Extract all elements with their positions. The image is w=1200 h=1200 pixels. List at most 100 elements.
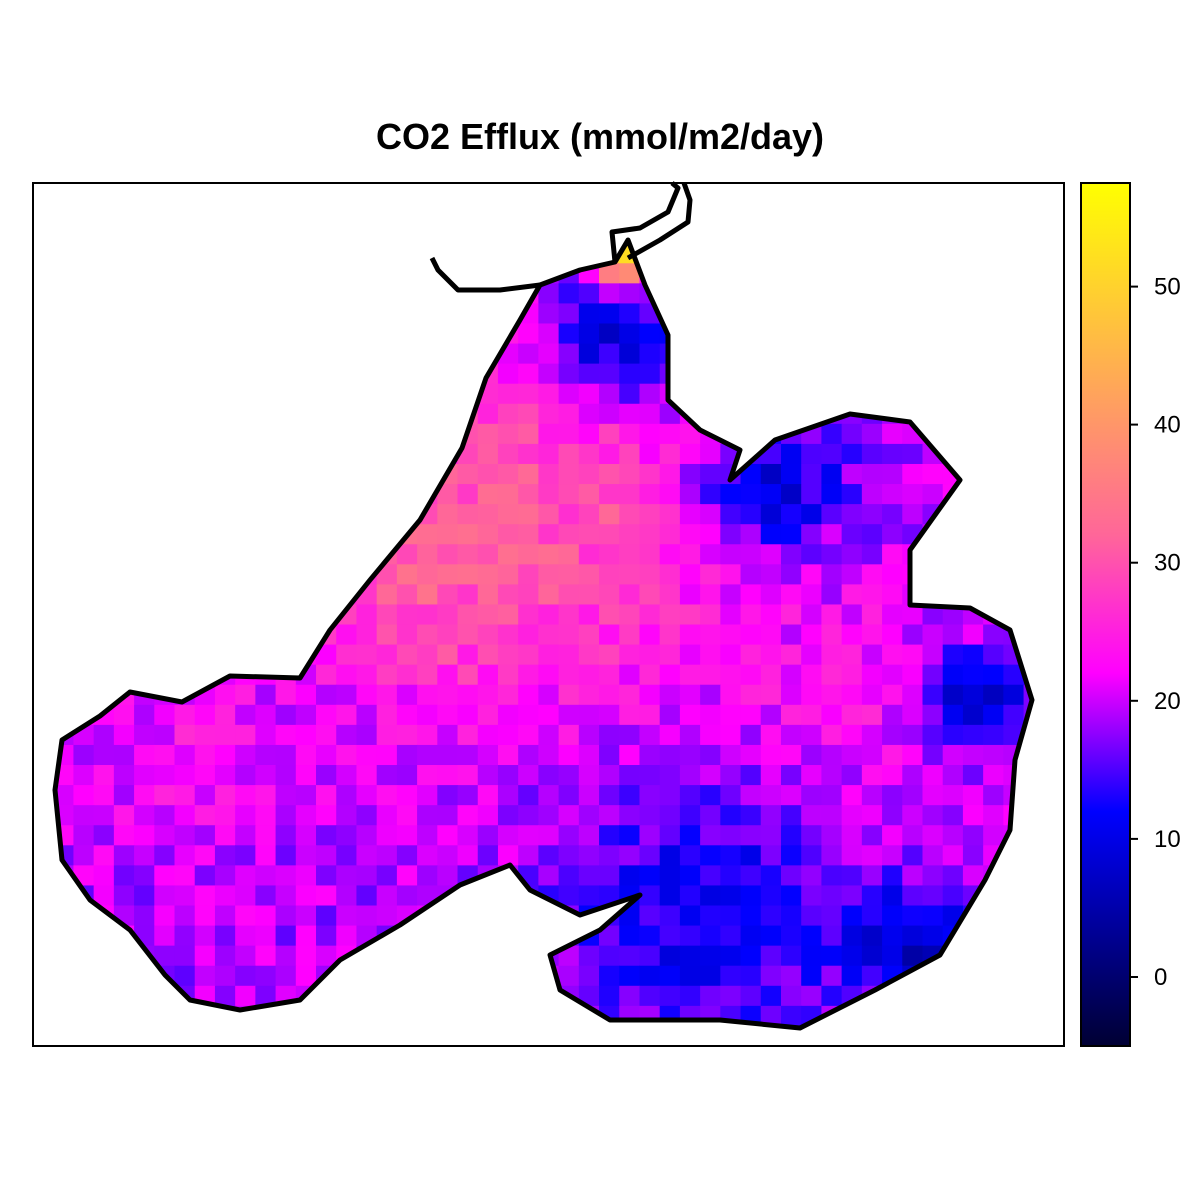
raster-cell <box>538 765 560 786</box>
raster-cell <box>73 965 95 987</box>
raster-cell <box>720 243 742 264</box>
raster-cell <box>33 865 54 886</box>
raster-cell <box>275 240 297 244</box>
raster-cell <box>700 604 721 626</box>
raster-cell <box>55 243 75 264</box>
raster-cell <box>316 1025 337 1028</box>
raster-cell <box>821 240 843 244</box>
raster-cell <box>1023 905 1032 927</box>
raster-cell <box>113 303 135 325</box>
raster-cell <box>477 724 499 746</box>
raster-cell <box>154 463 176 485</box>
raster-cell <box>538 484 560 505</box>
raster-cell <box>599 423 620 445</box>
raster-cell <box>154 865 176 887</box>
raster-cell <box>255 343 277 365</box>
raster-cell <box>316 985 337 1007</box>
raster-cell <box>376 744 398 766</box>
raster-cell <box>33 685 54 706</box>
raster-cell <box>477 323 499 345</box>
raster-cell <box>336 905 358 927</box>
raster-cell <box>1003 183 1024 204</box>
raster-cell <box>437 724 459 746</box>
raster-cell <box>437 1005 459 1027</box>
raster-cell <box>760 845 782 866</box>
raster-cell <box>821 524 843 545</box>
raster-cell <box>93 463 115 485</box>
raster-cell <box>902 463 924 485</box>
raster-cell <box>194 283 216 305</box>
raster-cell <box>1023 383 1032 405</box>
raster-cell <box>255 363 277 385</box>
raster-cell <box>1044 303 1065 324</box>
raster-cell <box>679 263 701 284</box>
raster-cell <box>761 183 782 204</box>
raster-cell <box>134 965 155 987</box>
raster-cell <box>559 203 580 224</box>
raster-cell <box>922 785 944 806</box>
raster-cell <box>983 684 1004 706</box>
raster-cell <box>93 243 115 264</box>
raster-cell <box>760 243 782 264</box>
raster-cell <box>619 1005 641 1027</box>
raster-cell <box>134 183 155 204</box>
raster-cell <box>336 303 358 325</box>
raster-cell <box>538 504 560 525</box>
raster-cell <box>235 323 256 345</box>
raster-cell <box>396 584 418 606</box>
raster-cell <box>316 945 337 967</box>
raster-cell <box>1044 444 1065 465</box>
raster-cell <box>700 825 721 846</box>
raster-cell <box>679 383 701 405</box>
raster-cell <box>841 363 863 385</box>
raster-cell <box>801 403 823 425</box>
raster-cell <box>33 484 54 505</box>
raster-cell <box>983 985 1004 1007</box>
raster-cell <box>882 644 903 666</box>
raster-cell <box>154 423 176 445</box>
raster-cell <box>73 785 95 806</box>
raster-cell <box>538 524 560 545</box>
raster-cell <box>882 684 903 706</box>
raster-cell <box>962 724 984 746</box>
raster-cell <box>922 343 944 365</box>
raster-cell <box>821 744 843 766</box>
raster-cell <box>55 905 75 927</box>
raster-cell <box>700 403 721 425</box>
raster-cell <box>780 965 802 987</box>
raster-cell <box>902 1005 924 1027</box>
raster-cell <box>477 825 499 846</box>
raster-cell <box>396 684 418 706</box>
raster-cell <box>417 985 438 1007</box>
raster-cell <box>760 363 782 385</box>
raster-cell <box>194 403 216 425</box>
raster-cell <box>174 323 196 345</box>
raster-cell <box>417 463 438 485</box>
raster-cell <box>1023 423 1032 445</box>
raster-cell <box>882 463 903 485</box>
raster-cell <box>336 343 358 365</box>
raster-cell <box>558 504 580 525</box>
raster-cell <box>93 524 115 545</box>
raster-cell <box>619 765 641 786</box>
raster-cell <box>619 744 641 766</box>
raster-cell <box>942 805 964 826</box>
raster-cell <box>33 203 54 224</box>
raster-cell <box>558 744 580 766</box>
raster-cell <box>214 604 236 626</box>
raster-cell <box>1023 323 1032 345</box>
raster-cell <box>1023 985 1032 1007</box>
raster-cell <box>740 303 762 325</box>
raster-cell <box>235 805 256 826</box>
raster-cell <box>861 504 883 525</box>
raster-cell <box>214 524 236 545</box>
raster-cell <box>154 1025 176 1028</box>
raster-cell <box>902 243 924 264</box>
raster-cell <box>679 704 701 726</box>
raster-cell <box>376 985 398 1007</box>
raster-cell <box>55 283 75 305</box>
raster-cell <box>73 845 95 866</box>
raster-cell <box>55 423 75 445</box>
raster-cell <box>154 243 176 264</box>
raster-cell <box>55 263 75 284</box>
